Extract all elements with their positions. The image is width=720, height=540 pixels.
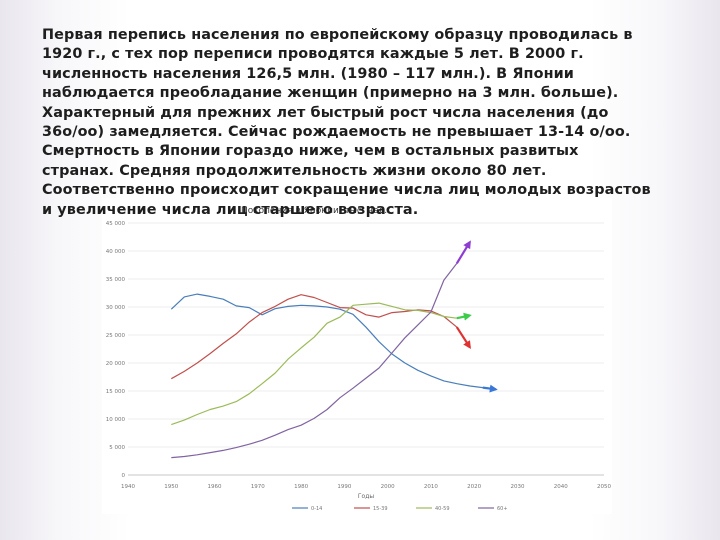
y-tick-label: 20 000: [106, 361, 126, 367]
y-tick-label: 10 000: [106, 417, 126, 423]
y-tick-label: 30 000: [106, 305, 126, 311]
x-tick-label: 1970: [251, 484, 265, 490]
x-tick-label: 2030: [510, 484, 524, 490]
x-tick-label: 1950: [164, 484, 178, 490]
chart-title: Поколения в Японии, тыс. чел.: [241, 206, 387, 216]
legend-label: 0-14: [311, 506, 322, 512]
x-tick-label: 1990: [337, 484, 351, 490]
y-tick-label: 45 000: [106, 221, 126, 227]
x-tick-label: 2020: [467, 484, 481, 490]
y-tick-label: 15 000: [106, 389, 126, 395]
trend-arrow-40-59: [456, 312, 472, 321]
x-tick-label: 1960: [208, 484, 222, 490]
x-tick-label: 2010: [424, 484, 438, 490]
y-tick-label: 0: [122, 473, 126, 479]
x-tick-label: 2000: [381, 484, 395, 490]
body-text: Первая перепись населения по европейском…: [42, 27, 651, 218]
population-chart: 0 5 000 10 000 15 000 20 000 25 000 30 000 35 0…: [102, 198, 612, 514]
x-axis-title: Годы: [358, 493, 374, 500]
series-line-0-14: [170, 293, 496, 390]
y-tick-label: 40 000: [106, 249, 126, 255]
series-line-15-39: [171, 294, 471, 380]
trend-arrow-60+: [455, 240, 471, 264]
y-tick-label: 5 000: [109, 445, 125, 451]
y-tick-label: 35 000: [106, 277, 126, 283]
y-tick-label: 25 000: [106, 333, 126, 339]
legend-label: 15-39: [373, 506, 388, 512]
x-tick-label: 2040: [554, 484, 568, 490]
x-tick-label: 2050: [597, 484, 611, 490]
x-tick-label: 1980: [294, 484, 308, 490]
legend-label: 60+: [497, 506, 508, 512]
legend-label: 40-59: [435, 506, 450, 512]
trend-arrow-15-39: [455, 326, 471, 350]
trend-arrow-0-14: [482, 384, 498, 393]
series-line-40-59: [171, 302, 471, 426]
x-tick-label: 1940: [121, 484, 135, 490]
chart-svg: 0 5 000 10 000 15 000 20 000 25 000 30 000 35 0…: [106, 206, 612, 512]
series-line-60+: [171, 241, 471, 459]
